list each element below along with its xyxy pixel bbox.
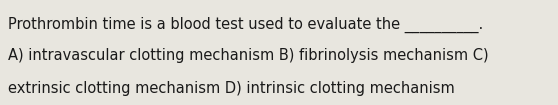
Text: Prothrombin time is a blood test used to evaluate the __________.: Prothrombin time is a blood test used to… [8,17,484,33]
Text: A) intravascular clotting mechanism B) fibrinolysis mechanism C): A) intravascular clotting mechanism B) f… [8,48,489,63]
Text: extrinsic clotting mechanism D) intrinsic clotting mechanism: extrinsic clotting mechanism D) intrinsi… [8,81,455,96]
